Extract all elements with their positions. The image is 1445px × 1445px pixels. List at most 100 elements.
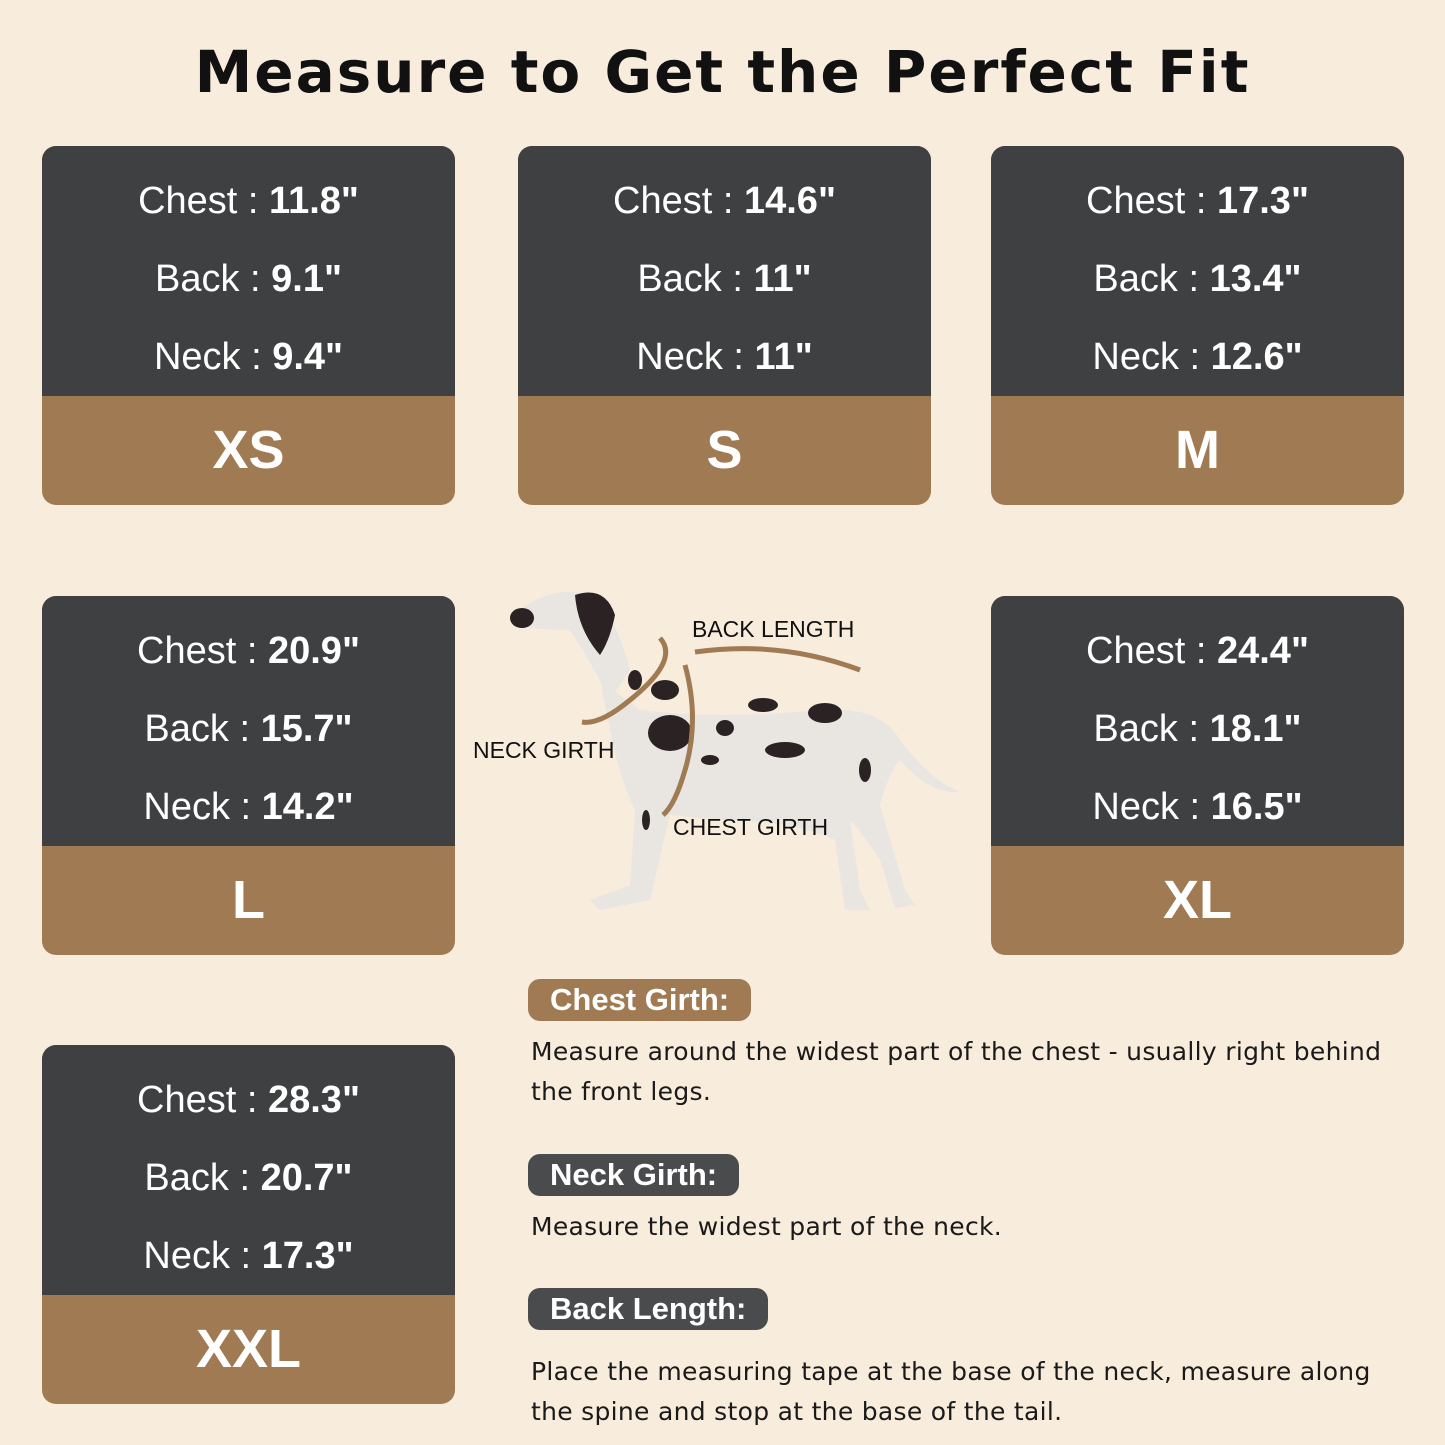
separator: : (1185, 180, 1217, 222)
separator: : (229, 786, 262, 828)
chest-label: Chest (138, 180, 238, 222)
size-label: XS (212, 420, 285, 480)
separator: : (1178, 336, 1211, 378)
measurements-panel: Chest : 20.9" Back : 15.7" Neck : 14.2" (42, 596, 455, 846)
neck-label: Neck (636, 336, 723, 378)
separator: : (1178, 786, 1211, 828)
back-measurement: Back : 9.1" (42, 254, 455, 332)
neck-value: 11" (754, 336, 813, 378)
neck-label: Neck (1092, 786, 1179, 828)
neck-value: 16.5" (1210, 786, 1303, 828)
back-length-description: Place the measuring tape at the base of … (531, 1357, 1371, 1426)
size-card-xl: Chest : 24.4" Back : 18.1" Neck : 16.5" XL (991, 596, 1404, 955)
size-label: XXL (195, 1319, 302, 1379)
measurements-panel: Chest : 17.3" Back : 13.4" Neck : 12.6" (991, 146, 1404, 396)
chest-label: Chest (1086, 180, 1186, 222)
back-value: 18.1" (1209, 708, 1302, 750)
size-card-xs: Chest : 11.8" Back : 9.1" Neck : 9.4" XS (42, 146, 455, 505)
size-card-m: Chest : 17.3" Back : 13.4" Neck : 12.6" M (991, 146, 1404, 505)
neck-measurement: Neck : 17.3" (42, 1231, 455, 1309)
neck-label: Neck (153, 336, 241, 378)
size-card-xxl: Chest : 28.3" Back : 20.7" Neck : 17.3" XXL (42, 1045, 455, 1404)
chest-label: Chest (613, 180, 713, 222)
neck-measurement: Neck : 12.6" (991, 332, 1404, 410)
page-title: Measure to Get the Perfect Fit (194, 38, 1251, 106)
back-value: 20.7" (260, 1157, 353, 1199)
chest-measurement: Chest : 20.9" (42, 626, 455, 704)
back-value: 9.1" (271, 258, 342, 300)
chest-girth-label: CHEST GIRTH (673, 814, 828, 840)
separator: : (1177, 708, 1210, 750)
neck-value: 9.4" (272, 336, 344, 378)
back-label: Back (154, 258, 240, 300)
separator: : (721, 258, 754, 300)
chest-measurement: Chest : 24.4" (991, 626, 1404, 704)
separator: : (228, 708, 261, 750)
back-label: Back (144, 1157, 229, 1199)
chest-measurement: Chest : 14.6" (518, 176, 931, 254)
chest-label: Chest (137, 1079, 237, 1121)
chest-measurement: Chest : 11.8" (42, 176, 455, 254)
back-length-heading: Back Length: (528, 1288, 769, 1330)
size-label: M (1175, 420, 1220, 480)
separator: : (240, 336, 273, 378)
size-label: XL (1162, 870, 1232, 930)
neck-measurement: Neck : 16.5" (991, 782, 1404, 860)
back-measurement: Back : 18.1" (991, 704, 1404, 782)
neck-girth-heading: Neck Girth: (528, 1154, 740, 1196)
back-label: Back (144, 708, 229, 750)
neck-label: Neck (143, 786, 230, 828)
chest-value: 24.4" (1216, 630, 1309, 672)
chest-measurement: Chest : 17.3" (991, 176, 1404, 254)
chest-value: 11.8" (269, 180, 359, 222)
dog-measurement-diagram: BACK LENGTH NECK GIRTH CHEST GIRTH (473, 592, 960, 910)
back-measurement: Back : 20.7" (42, 1153, 455, 1231)
neck-value: 12.6" (1210, 336, 1303, 378)
chest-label: Chest (1086, 630, 1186, 672)
separator: : (239, 258, 272, 300)
separator: : (237, 180, 270, 222)
neck-label: Neck (143, 1235, 230, 1277)
measurements-panel: Chest : 28.3" Back : 20.7" Neck : 17.3" (42, 1045, 455, 1295)
measurements-panel: Chest : 24.4" Back : 18.1" Neck : 16.5" (991, 596, 1404, 846)
neck-label: Neck (1092, 336, 1179, 378)
back-measurement: Back : 15.7" (42, 704, 455, 782)
neck-value: 14.2" (261, 786, 354, 828)
separator: : (722, 336, 755, 378)
back-label: Back (1093, 258, 1178, 300)
neck-girth-strap (581, 636, 669, 725)
chest-girth-heading: Chest Girth: (528, 979, 752, 1021)
separator: : (1185, 630, 1217, 672)
size-card-l: Chest : 20.9" Back : 15.7" Neck : 14.2" L (42, 596, 455, 955)
back-value: 11" (753, 258, 812, 300)
chest-value: 14.6" (743, 180, 836, 222)
chest-value: 28.3" (267, 1079, 360, 1121)
separator: : (229, 1235, 262, 1277)
chest-label: Chest (137, 630, 237, 672)
back-value: 15.7" (260, 708, 353, 750)
neck-measurement: Neck : 11" (518, 332, 931, 410)
dalmatian-illustration (510, 592, 960, 910)
back-value: 13.4" (1209, 258, 1302, 300)
separator: : (1177, 258, 1210, 300)
back-measurement: Back : 13.4" (991, 254, 1404, 332)
neck-measurement: Neck : 9.4" (42, 332, 455, 410)
back-label: Back (1093, 708, 1178, 750)
back-length-label: BACK LENGTH (692, 616, 854, 642)
neck-girth-label: NECK GIRTH (473, 737, 614, 763)
back-length-strap (694, 646, 861, 673)
chest-girth-description: Measure around the widest part of the ch… (531, 1037, 1382, 1106)
measurements-panel: Chest : 14.6" Back : 11" Neck : 11" (518, 146, 931, 396)
separator: : (236, 1079, 268, 1121)
neck-girth-description: Measure the widest part of the neck. (531, 1212, 1003, 1241)
measurements-panel: Chest : 11.8" Back : 9.1" Neck : 9.4" (42, 146, 455, 396)
separator: : (712, 180, 744, 222)
separator: : (228, 1157, 261, 1199)
back-label: Back (637, 258, 722, 300)
separator: : (236, 630, 268, 672)
neck-value: 17.3" (261, 1235, 354, 1277)
chest-measurement: Chest : 28.3" (42, 1075, 455, 1153)
chest-value: 20.9" (267, 630, 360, 672)
chest-girth-strap (661, 664, 695, 817)
chest-value: 17.3" (1216, 180, 1309, 222)
